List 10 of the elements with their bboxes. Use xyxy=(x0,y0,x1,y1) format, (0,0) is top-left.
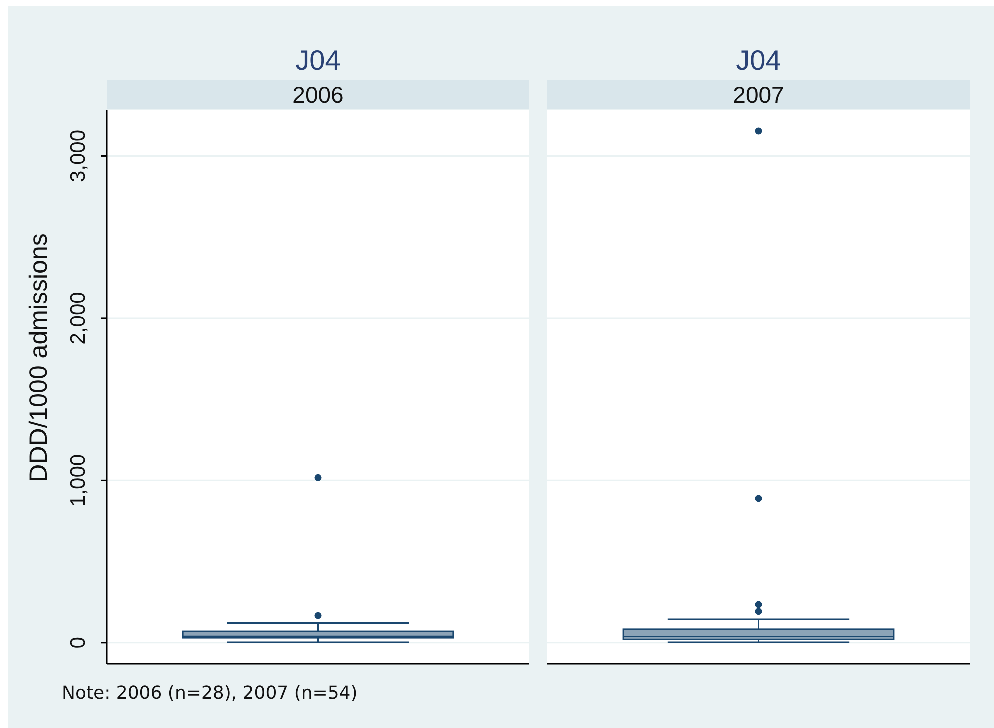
x-tick-label: 2007 xyxy=(733,82,784,108)
y-axis-title: DDD/1000 admissions xyxy=(25,234,53,482)
y-tick-label: 0 xyxy=(67,637,90,649)
chart-title: J04 xyxy=(296,45,341,76)
y-tick-label: 2,000 xyxy=(67,292,90,345)
chart-title: J04 xyxy=(736,45,782,76)
y-tick-label: 1,000 xyxy=(67,454,90,507)
text: Note: 2006 (n=28), 2007 (n=54) xyxy=(62,683,358,704)
y-tick-label: 3,000 xyxy=(67,130,90,183)
x-tick-label: 2006 xyxy=(292,82,344,108)
